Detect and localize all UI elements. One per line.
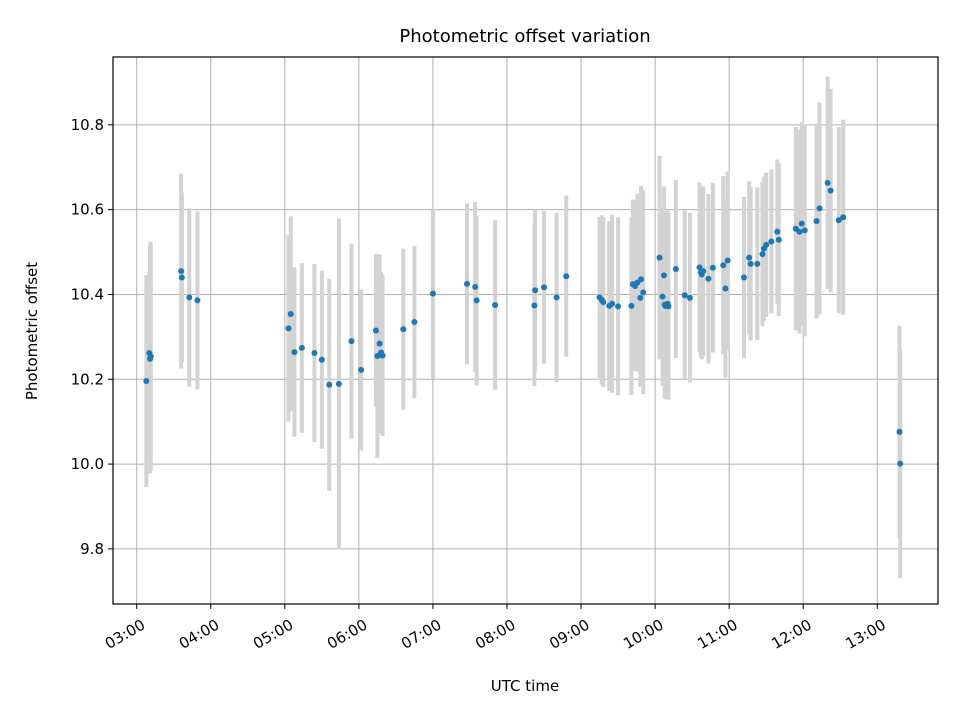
data-point — [492, 302, 499, 309]
data-point — [318, 356, 325, 363]
data-point — [429, 290, 436, 297]
data-point — [541, 284, 548, 291]
data-point — [600, 299, 607, 306]
data-point — [656, 254, 663, 261]
data-point — [740, 274, 747, 281]
y-tick-label: 10.6 — [71, 201, 104, 219]
data-point — [287, 310, 294, 317]
data-point — [463, 280, 470, 287]
data-point — [285, 325, 292, 332]
y-axis-ticks: 9.8 10.0 10.2 10.4 10.6 10.8 — [71, 116, 113, 558]
data-point — [326, 381, 333, 388]
data-point — [696, 264, 703, 271]
data-point — [640, 289, 647, 296]
data-point — [816, 205, 823, 212]
data-point — [379, 352, 386, 359]
data-point — [628, 302, 635, 309]
grid — [113, 57, 938, 604]
x-axis-label: UTC time — [491, 677, 559, 695]
data-point — [178, 274, 185, 281]
data-point — [798, 220, 805, 227]
y-tick-label: 10.8 — [71, 116, 104, 134]
data-point — [813, 218, 820, 225]
data-point — [686, 294, 693, 301]
data-point — [709, 264, 716, 271]
data-point — [763, 241, 770, 248]
data-points — [143, 179, 904, 467]
data-point — [796, 228, 803, 235]
data-point — [754, 260, 761, 267]
data-point — [722, 285, 729, 292]
data-point — [372, 327, 379, 334]
data-point — [705, 275, 712, 282]
data-point — [768, 238, 775, 245]
y-tick-label: 10.4 — [71, 285, 104, 303]
data-point — [700, 268, 707, 275]
y-tick-label: 10.0 — [71, 455, 104, 473]
data-point — [615, 303, 622, 310]
data-point — [178, 268, 185, 275]
data-point — [186, 294, 193, 301]
y-tick-label: 9.8 — [80, 540, 104, 558]
data-point — [638, 276, 645, 283]
data-point — [775, 236, 782, 243]
data-point — [609, 300, 616, 307]
data-point — [298, 344, 305, 351]
data-point — [335, 380, 342, 387]
data-point — [720, 262, 727, 269]
data-point — [637, 294, 644, 301]
y-tick-label: 10.2 — [71, 370, 104, 388]
data-point — [472, 283, 479, 290]
data-point — [147, 353, 154, 360]
data-point — [824, 179, 831, 186]
data-point — [532, 287, 539, 294]
data-point — [473, 297, 480, 304]
data-point — [724, 257, 731, 264]
data-point — [143, 377, 150, 384]
data-point — [665, 303, 672, 310]
data-point — [672, 266, 679, 273]
data-point — [835, 217, 842, 224]
data-point — [531, 302, 538, 309]
data-point — [291, 349, 298, 356]
data-point — [411, 319, 418, 326]
data-point — [896, 428, 903, 435]
data-point — [897, 460, 904, 467]
plot-frame — [112, 56, 939, 605]
data-point — [746, 254, 753, 261]
data-point — [400, 326, 407, 333]
data-point — [376, 340, 383, 347]
data-point — [827, 187, 834, 194]
data-point — [194, 297, 201, 304]
data-point — [747, 260, 754, 267]
data-point — [840, 214, 847, 221]
data-point — [660, 272, 667, 279]
y-axis-label: Photometric offset — [23, 262, 41, 400]
data-point — [759, 251, 766, 258]
data-point — [801, 227, 808, 234]
data-point — [659, 293, 666, 300]
data-point — [553, 294, 560, 301]
data-point — [681, 292, 688, 299]
chart-title: Photometric offset variation — [399, 26, 650, 47]
data-point — [563, 273, 570, 280]
data-point — [358, 366, 365, 373]
data-point — [348, 338, 355, 345]
data-point — [311, 349, 318, 356]
data-point — [774, 228, 781, 235]
